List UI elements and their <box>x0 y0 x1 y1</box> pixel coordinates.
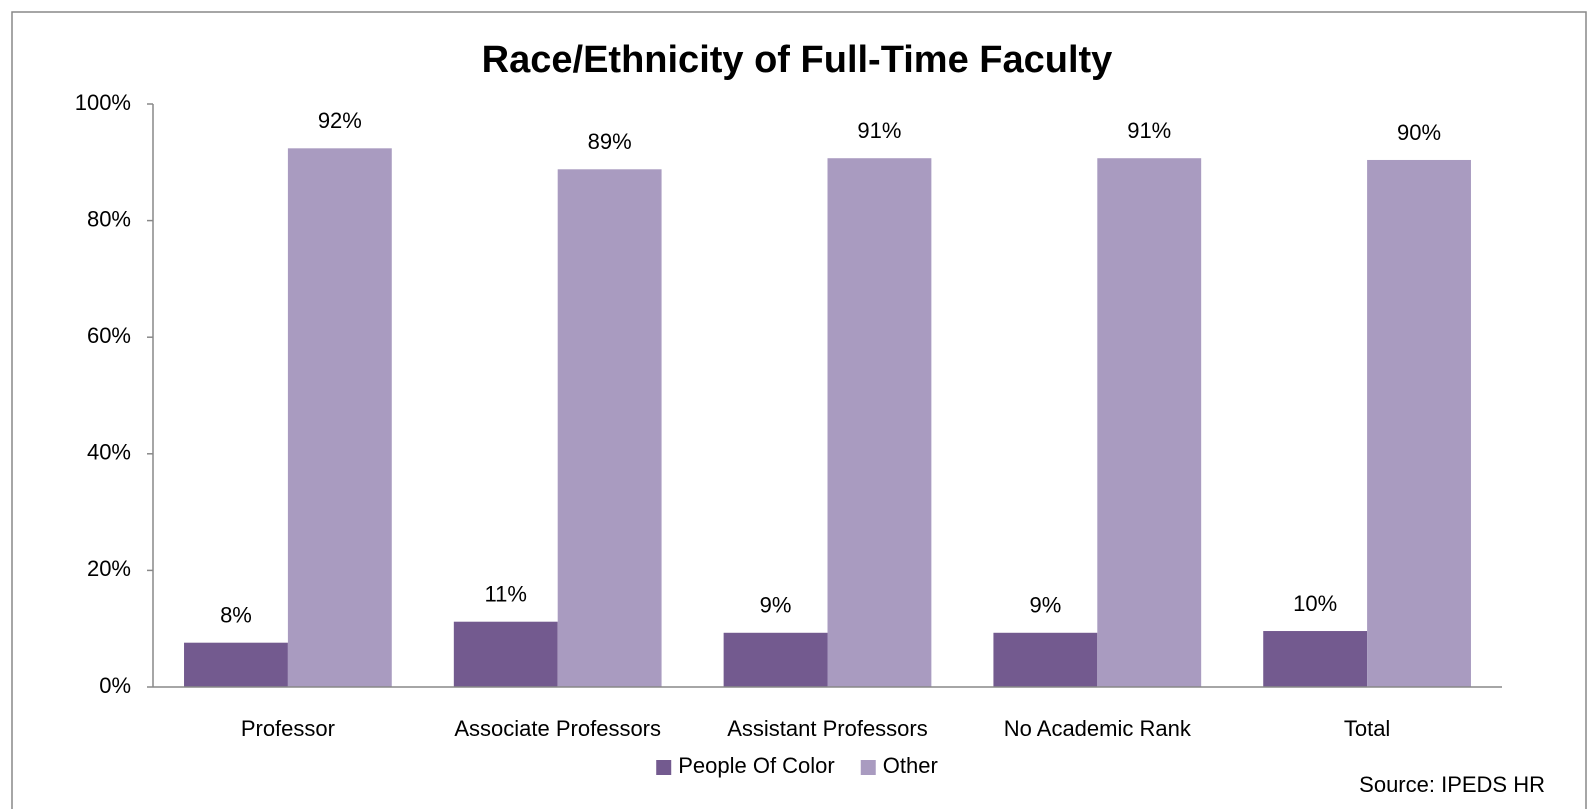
chart-title: Race/Ethnicity of Full-Time Faculty <box>482 39 1113 81</box>
x-tick-label: Assistant Professors <box>727 716 928 741</box>
y-tick-label: 100% <box>75 90 131 115</box>
bar <box>453 621 558 687</box>
data-label: 9% <box>760 593 792 618</box>
y-tick-label: 20% <box>87 556 131 581</box>
y-tick-label: 80% <box>87 206 131 231</box>
bar <box>993 632 1098 687</box>
legend-swatch <box>860 760 876 775</box>
data-label: 90% <box>1397 120 1441 145</box>
x-tick-label: Professor <box>241 716 335 741</box>
x-tick-label: No Academic Rank <box>1004 716 1192 741</box>
data-label: 91% <box>857 118 901 143</box>
legend-label: People Of Color <box>678 753 835 778</box>
y-tick-label: 40% <box>87 440 131 465</box>
x-tick-label: Associate Professors <box>454 716 661 741</box>
data-label: 91% <box>1127 118 1171 143</box>
data-label: 92% <box>318 108 362 133</box>
bar <box>184 642 288 687</box>
data-label: 11% <box>485 582 527 607</box>
bar <box>827 158 932 687</box>
data-label: 8% <box>220 603 252 628</box>
data-label: 10% <box>1293 591 1337 616</box>
y-tick-label: 60% <box>87 323 131 348</box>
bar <box>1263 631 1368 687</box>
chart-frame <box>11 11 1587 809</box>
legend-swatch <box>656 760 672 775</box>
x-tick-label: Total <box>1344 716 1390 741</box>
source-note: Source: IPEDS HR <box>1359 772 1545 797</box>
data-label: 89% <box>588 129 632 154</box>
bar <box>723 632 828 687</box>
bar <box>1097 158 1202 687</box>
data-label: 9% <box>1029 593 1061 618</box>
bar <box>287 148 392 688</box>
legend-label: Other <box>883 753 938 778</box>
bar <box>1367 159 1471 687</box>
y-tick-label: 0% <box>99 673 131 698</box>
bar <box>557 169 662 687</box>
